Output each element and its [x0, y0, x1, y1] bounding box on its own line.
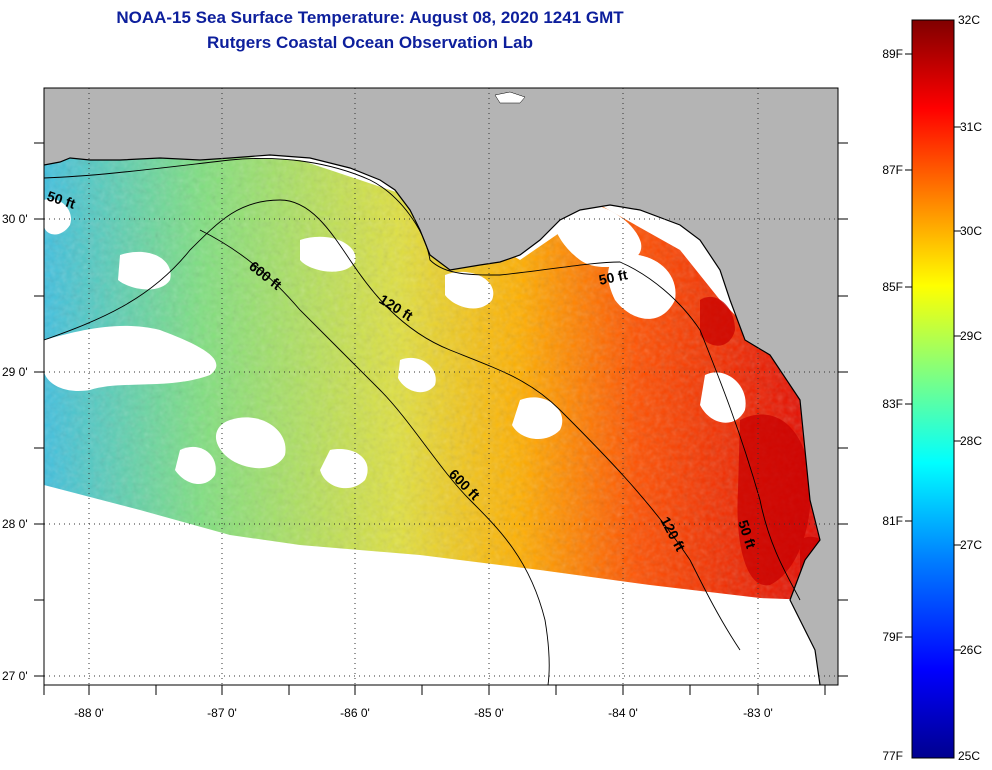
lon-label: -86 0'	[340, 706, 370, 720]
colorbar-f-label: 85F	[882, 280, 903, 294]
colorbar-c-label: 32C	[958, 13, 980, 27]
contour-120ft	[44, 199, 741, 651]
land-mass	[44, 88, 838, 685]
bathymetry-contours	[44, 157, 801, 685]
lat-label: 27 0'	[2, 669, 28, 683]
colorbar-c-label: 28C	[960, 434, 982, 448]
page-subtitle: Rutgers Coastal Ocean Observation Lab	[207, 33, 533, 52]
lon-label: -85 0'	[474, 706, 504, 720]
page-title: NOAA-15 Sea Surface Temperature: August …	[116, 8, 624, 27]
cloud-gaps	[44, 199, 746, 489]
colorbar-f-label: 83F	[882, 397, 903, 411]
colorbar-c-label: 26C	[960, 643, 982, 657]
colorbar-f-label: 89F	[882, 47, 903, 61]
lon-label: -88 0'	[74, 706, 104, 720]
contour-600ft	[199, 229, 550, 685]
contour-50ft	[44, 157, 801, 601]
lon-label: -84 0'	[608, 706, 638, 720]
colorbar-f-label: 81F	[882, 514, 903, 528]
coastline	[44, 154, 821, 685]
colorbar-ticks	[905, 53, 961, 651]
colorbar-f-label: 77F	[882, 749, 903, 763]
lon-label: -83 0'	[743, 706, 773, 720]
colorbar-c-label: 31C	[960, 120, 982, 134]
colorbar	[911, 19, 955, 759]
lat-label: 28 0'	[2, 517, 28, 531]
colorbar-c-label: 25C	[958, 749, 980, 763]
colorbar-c-label: 27C	[960, 538, 982, 552]
colorbar-f-label: 87F	[882, 163, 903, 177]
inland-lake	[494, 91, 526, 104]
colorbar-c-label: 29C	[960, 329, 982, 343]
contour-label-50ft-east: 50 ft	[597, 266, 629, 288]
colorbar-f-label: 79F	[882, 630, 903, 644]
map-frame	[43, 87, 839, 686]
colorbar-c-label: 30C	[960, 224, 982, 238]
lon-label: -87 0'	[207, 706, 237, 720]
map-area: 50 ft 600 ft 120 ft 50 ft 600 ft 120 ft …	[44, 88, 838, 685]
axis-ticks	[34, 142, 848, 695]
lat-label: 30 0'	[2, 212, 28, 226]
lat-label: 29 0'	[2, 365, 28, 379]
